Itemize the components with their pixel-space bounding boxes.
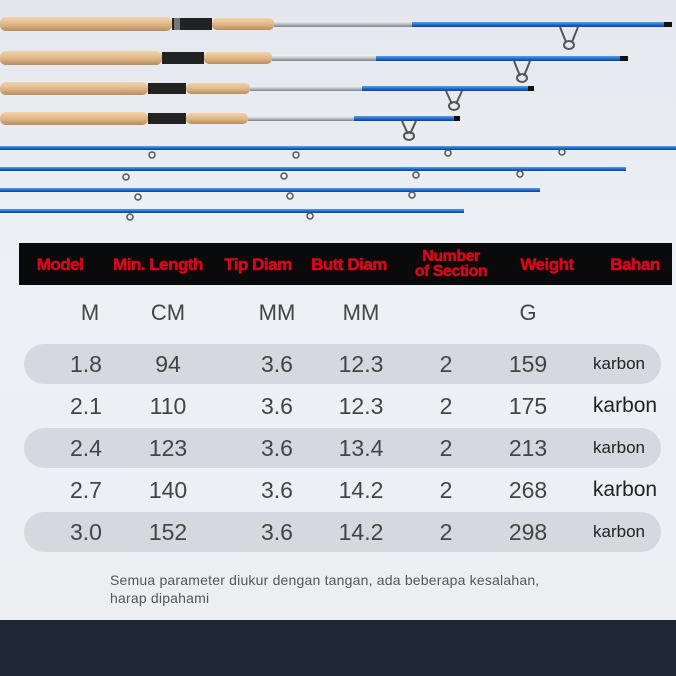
cell-min-length: 110 [149, 393, 187, 419]
cell-min-length: 152 [148, 519, 188, 545]
cell-model: 2.4 [70, 435, 102, 461]
rod-butt-section-4 [0, 112, 460, 141]
cell-bahan: karbon [593, 522, 645, 541]
header-butt-diam: Butt Diam [311, 254, 387, 274]
rod-butt-section-2 [0, 51, 628, 83]
cell-weight: 298 [508, 519, 548, 545]
fishing-rods-illustration [0, 17, 676, 221]
table-row: 1.8 94 3.6 12.3 2 159 karbon [24, 344, 661, 384]
unit-min-length: CM [150, 300, 186, 325]
cell-min-length: 94 [155, 351, 181, 377]
cell-weight: 268 [508, 477, 548, 503]
cell-bahan: karbon [592, 478, 658, 501]
header-number-of-section-line1: Number [422, 248, 480, 265]
footer-band [0, 620, 676, 676]
cell-sections: 2 [439, 351, 453, 377]
table-row: 2.1 110 3.6 12.3 2 175 karbon [24, 386, 661, 426]
cell-tip-diam: 3.6 [261, 351, 293, 377]
rod-tip-section-2 [0, 167, 626, 181]
rod-butt-section-3 [0, 82, 534, 111]
cell-butt-diam: 14.2 [338, 519, 384, 545]
unit-weight: G [519, 300, 537, 325]
header-tip-diam: Tip Diam [224, 254, 292, 274]
rod-tip-section-3 [0, 188, 540, 201]
cell-butt-diam: 12.3 [338, 393, 384, 419]
cell-tip-diam: 3.6 [261, 519, 293, 545]
cell-min-length: 123 [148, 435, 188, 461]
units-row: M CM MM MM G [0, 300, 676, 332]
table-row: 3.0 152 3.6 14.2 2 298 karbon [24, 512, 661, 552]
cell-bahan: karbon [593, 354, 645, 373]
cell-model: 2.1 [70, 393, 102, 419]
rod-tip-section-1 [0, 146, 676, 159]
cell-model: 3.0 [70, 519, 102, 545]
cell-sections: 2 [439, 393, 453, 419]
header-min-length: Min. Length [113, 254, 203, 274]
cell-butt-diam: 13.4 [338, 435, 384, 461]
header-model: Model [36, 254, 84, 274]
cell-sections: 2 [439, 435, 453, 461]
cell-sections: 2 [439, 477, 453, 503]
cell-tip-diam: 3.6 [261, 393, 293, 419]
spec-table-header: Model Min. Length Tip Diam Butt Diam Num… [19, 243, 672, 285]
cell-weight: 175 [508, 393, 548, 419]
cell-butt-diam: 12.3 [338, 351, 384, 377]
header-bahan: Bahan [610, 254, 660, 274]
cell-bahan: karbon [592, 394, 658, 417]
unit-model: M [80, 300, 100, 325]
rod-tip-section-4 [0, 209, 464, 221]
unit-butt-diam: MM [342, 300, 380, 325]
rod-butt-section-1 [0, 17, 672, 50]
cell-butt-diam: 14.2 [338, 477, 384, 503]
table-row: 2.4 123 3.6 13.4 2 213 karbon [24, 428, 661, 468]
unit-tip-diam: MM [258, 300, 296, 325]
note-line-1: Semua parameter diukur dengan tangan, ad… [110, 572, 540, 588]
cell-weight: 213 [508, 435, 548, 461]
table-row: 2.7 140 3.6 14.2 2 268 karbon [24, 470, 661, 510]
cell-bahan: karbon [593, 438, 645, 457]
measurement-note: Semua parameter diukur dengan tangan, ad… [110, 571, 610, 607]
cell-tip-diam: 3.6 [261, 435, 293, 461]
cell-weight: 159 [508, 351, 548, 377]
cell-tip-diam: 3.6 [261, 477, 293, 503]
note-line-2: harap dipahami [110, 590, 210, 606]
cell-min-length: 140 [148, 477, 188, 503]
header-number-of-section: Number of Section [405, 243, 497, 285]
cell-sections: 2 [439, 519, 453, 545]
cell-model: 1.8 [70, 351, 102, 377]
header-weight: Weight [520, 254, 574, 274]
cell-model: 2.7 [70, 477, 102, 503]
header-number-of-section-line2: of Section [414, 263, 488, 280]
